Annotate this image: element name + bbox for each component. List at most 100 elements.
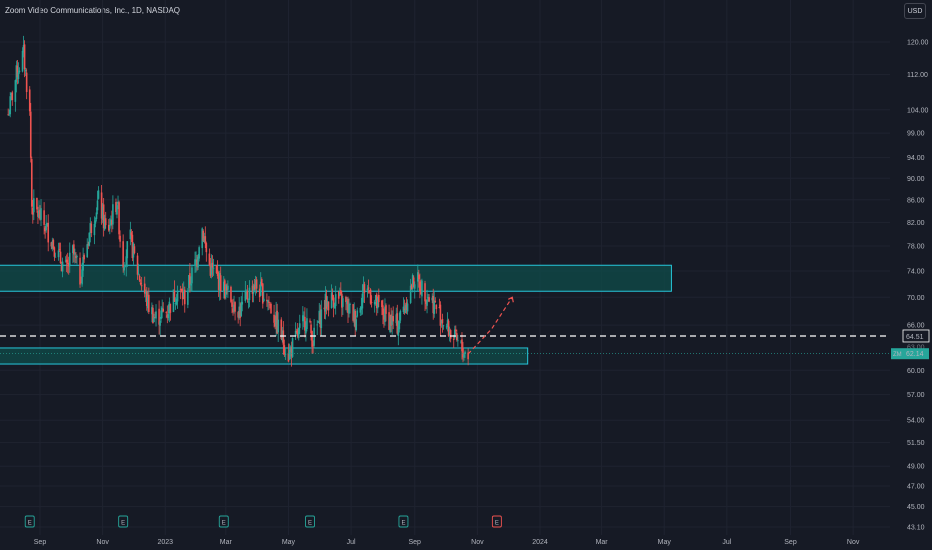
candle-body — [267, 300, 269, 303]
candle-body — [341, 293, 343, 308]
candle-body — [162, 308, 165, 312]
candle-body — [296, 329, 299, 337]
candle-body — [311, 331, 313, 347]
candle-body — [180, 288, 183, 292]
candle-body — [297, 327, 300, 338]
candle-body — [392, 316, 394, 322]
candle-body — [361, 293, 364, 309]
candle-body — [101, 206, 104, 220]
candle-body — [448, 331, 451, 335]
candle-body — [266, 299, 268, 302]
candle-body — [165, 312, 168, 313]
candle-body — [45, 223, 47, 231]
candle-body — [269, 304, 271, 306]
candle-body — [352, 304, 354, 321]
candle-body — [18, 70, 21, 73]
earnings-marker-label: E — [222, 521, 226, 527]
candle-body — [345, 296, 347, 303]
candle-body — [68, 252, 71, 267]
candle-body — [43, 210, 45, 225]
candle-body — [203, 238, 206, 242]
candle-body — [331, 294, 334, 300]
candle-body — [382, 305, 384, 315]
candle-body — [338, 292, 341, 296]
candle-body — [8, 114, 10, 116]
earnings-marker[interactable] — [398, 515, 409, 528]
candle-body — [183, 289, 186, 305]
candle-body — [93, 223, 96, 236]
candle-body — [431, 297, 433, 301]
candle-body — [397, 326, 400, 337]
candle-body — [368, 291, 371, 292]
candle-body — [332, 297, 335, 308]
candle-body — [240, 303, 243, 317]
x-tick-label: Jul — [347, 539, 356, 546]
candle-body — [260, 279, 263, 286]
y-tick-label: 120.00 — [907, 40, 929, 47]
candle-body — [202, 230, 205, 241]
candle-body — [65, 259, 68, 263]
candle-body — [107, 224, 110, 231]
candle-body — [277, 319, 279, 333]
candle-body — [388, 312, 390, 330]
candle-body — [320, 309, 323, 329]
candle-body — [115, 202, 117, 213]
candle-body — [348, 304, 350, 314]
currency-button[interactable]: USD — [904, 3, 926, 19]
candle-body — [334, 294, 337, 307]
candle-body — [33, 198, 35, 213]
support-zone[interactable] — [0, 347, 529, 365]
earnings-marker[interactable] — [218, 515, 229, 528]
candle-body — [215, 265, 218, 274]
candle-body — [326, 301, 329, 307]
candle-body — [355, 319, 358, 331]
earnings-marker[interactable] — [491, 515, 502, 528]
x-tick-label: May — [282, 539, 296, 546]
candle-body — [119, 235, 121, 242]
candle-body — [137, 273, 140, 275]
ticker-badge[interactable] — [891, 348, 903, 360]
candle-body — [173, 290, 176, 302]
candle-body — [252, 285, 255, 294]
candle-body — [284, 354, 287, 355]
candle-body — [417, 272, 419, 282]
candle-body — [254, 280, 257, 288]
candle-body — [263, 298, 265, 302]
candle-body — [346, 300, 348, 305]
candle-body — [325, 295, 328, 309]
candle-body — [370, 302, 373, 303]
candle-body — [96, 200, 99, 211]
candle-body — [54, 256, 57, 258]
candle-body — [187, 290, 189, 305]
candle-body — [327, 301, 330, 311]
x-tick-label: Sep — [34, 539, 47, 546]
candle-body — [276, 310, 278, 334]
candle-body — [463, 354, 465, 358]
earnings-marker[interactable] — [305, 515, 315, 528]
candle-body — [136, 255, 139, 275]
candle-body — [172, 289, 175, 312]
candle-body — [406, 303, 409, 312]
candle-body — [88, 232, 91, 246]
candle-body — [316, 324, 319, 326]
candle-body — [189, 273, 191, 285]
candle-body — [30, 159, 33, 207]
candle-body — [427, 297, 429, 299]
candle-body — [449, 330, 452, 339]
projection-arrow[interactable] — [467, 296, 513, 355]
candle-body — [100, 192, 103, 219]
candle-body — [362, 284, 365, 293]
candle-body — [342, 298, 344, 307]
y-tick-label: 51.50 — [907, 440, 925, 447]
candle-body — [53, 247, 56, 257]
candle-body — [38, 210, 40, 219]
candle-body — [130, 232, 133, 236]
candle-body — [140, 285, 143, 287]
candle-body — [76, 256, 78, 258]
earnings-marker[interactable] — [118, 515, 129, 528]
candle-body — [304, 316, 306, 331]
candle-body — [138, 275, 141, 281]
earnings-marker[interactable] — [24, 515, 35, 528]
earnings-marker-label: E — [401, 521, 405, 527]
